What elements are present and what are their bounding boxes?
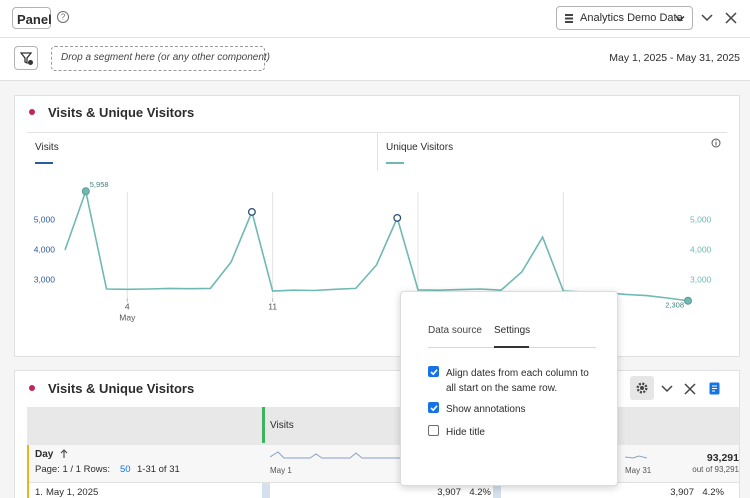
checkbox[interactable]	[428, 425, 439, 436]
top-bar: Panel ? Analytics Demo Data	[0, 0, 750, 38]
row-indicator	[27, 445, 29, 498]
percent-bar	[262, 483, 270, 498]
checkbox-label[interactable]: Align dates from each column to all star…	[446, 368, 589, 394]
cell-percent: 4.2%	[702, 487, 724, 498]
sort-icon[interactable]	[60, 449, 68, 459]
percent-bar	[493, 483, 501, 498]
checkbox-label[interactable]: Show annotations	[446, 404, 526, 415]
sparkline-start: May 1	[270, 466, 292, 475]
status-dot	[29, 385, 35, 391]
status-dot	[29, 109, 35, 115]
filter-icon	[20, 52, 33, 65]
table-title: Visits & Unique Visitors	[48, 381, 195, 396]
page-info: Page: 1 / 1 Rows:	[35, 464, 110, 475]
row-range: 1-31 of 31	[137, 464, 180, 475]
check-mark	[429, 368, 438, 375]
visualization-panel: Visits & Unique Visitors Visits Unique V…	[14, 95, 740, 357]
close-button[interactable]	[725, 12, 737, 24]
total-subtext: out of 93,291	[692, 465, 739, 474]
y2-tick-label: 5,000	[690, 214, 712, 224]
panel-title: Panel	[17, 12, 52, 27]
y2-tick-label: 4,000	[690, 244, 712, 254]
checkbox[interactable]	[428, 366, 439, 377]
date-range[interactable]: May 1, 2025 - May 31, 2025	[609, 52, 740, 64]
help-icon[interactable]: ?	[56, 10, 70, 24]
close-button[interactable]	[684, 383, 696, 395]
row-label: May 1, 2025	[46, 487, 99, 498]
table-header: Visits	[27, 407, 739, 445]
rows-per-page[interactable]: 50	[120, 464, 131, 475]
segment-bar: Drop a segment here (or any other compon…	[0, 38, 750, 81]
metric-tab[interactable]: Unique Visitors	[386, 142, 454, 153]
settings-button[interactable]	[630, 376, 654, 400]
data-source-label: Analytics Demo Data	[580, 12, 683, 24]
row-header[interactable]: Day	[35, 449, 54, 460]
total-value: 93,291	[706, 452, 739, 464]
collapse-button[interactable]	[661, 384, 673, 394]
describe-icon[interactable]	[709, 382, 721, 395]
panel-title-button[interactable]: Panel	[12, 7, 52, 29]
data-line	[64, 188, 689, 302]
gear-icon	[636, 382, 648, 394]
x-month-label: May	[119, 312, 136, 322]
metric-tabs: Visits Unique Visitors	[27, 132, 727, 173]
data-point	[684, 296, 692, 305]
column-handle[interactable]	[262, 407, 265, 443]
y-tick-label: 3,000	[34, 274, 56, 284]
data-point	[81, 187, 90, 196]
popover-tab[interactable]: Data source	[428, 325, 482, 336]
annotation-marker	[393, 213, 402, 222]
data-source-dropdown[interactable]: Analytics Demo Data	[556, 6, 693, 30]
y2-tick-label: 3,000	[690, 274, 712, 284]
cell-value: 3,907	[670, 487, 694, 498]
metric-swatch	[386, 162, 404, 164]
db-icon	[565, 14, 573, 23]
checkbox-label[interactable]: Hide title	[446, 427, 485, 438]
sparkline	[625, 455, 647, 459]
column-header[interactable]: Visits	[270, 420, 294, 431]
annotation-marker	[247, 207, 256, 216]
line-chart: 4 11 May 3,000 4,000 5,000 3,000 4,000 5,000 5,95…	[34, 180, 712, 322]
data-label: 2,308	[665, 301, 684, 310]
segment-drop-zone[interactable]: Drop a segment here (or any other compon…	[51, 46, 270, 71]
sparkline-end: May 31	[625, 466, 652, 475]
drop-hint: Drop a segment here (or any other compon…	[61, 52, 270, 63]
x-tick-label: 4	[125, 301, 130, 311]
y-tick-label: 5,000	[34, 214, 56, 224]
freeform-table-panel: Visits & Unique Visitors Visits Day Page…	[14, 370, 740, 498]
table-row[interactable]: 1. May 1, 2025 3,907 4.2% 3,907 4.2%	[27, 483, 739, 498]
data-label: 5,958	[90, 180, 109, 189]
cell-percent: 4.2%	[469, 487, 491, 498]
sparkline	[270, 451, 420, 459]
check-mark	[429, 404, 438, 411]
collapse-button[interactable]	[701, 13, 713, 23]
x-tick-label: 11	[268, 301, 277, 311]
filter-button[interactable]	[14, 46, 38, 70]
viz-title: Visits & Unique Visitors	[48, 105, 195, 120]
tab-divider	[377, 133, 378, 171]
table-summary-row: Day Page: 1 / 1 Rows: 50 1-31 of 31 May …	[27, 445, 739, 483]
popover-tab[interactable]: Settings	[494, 325, 531, 336]
chevron	[675, 15, 685, 22]
metric-swatch	[35, 162, 53, 164]
active-tab-indicator	[494, 346, 529, 348]
settings-popover: Data source Settings Align dates from ea…	[400, 291, 618, 486]
svg-text:?: ?	[61, 13, 66, 22]
cell-value: 3,907	[437, 487, 461, 498]
checkbox[interactable]	[428, 402, 439, 413]
metric-tab[interactable]: Visits	[35, 142, 59, 153]
row-number: 1.	[35, 487, 43, 498]
info-icon[interactable]	[711, 138, 721, 148]
y-tick-label: 4,000	[34, 244, 56, 254]
